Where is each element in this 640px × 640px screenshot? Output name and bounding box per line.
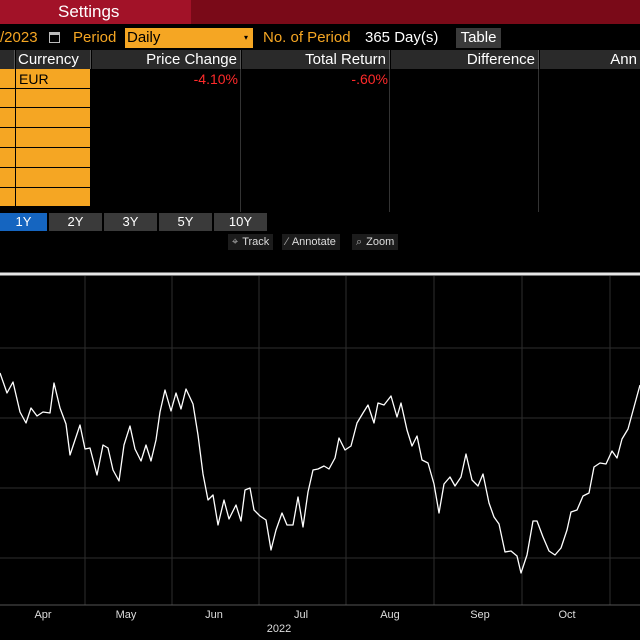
series-line [0,372,640,574]
currency-cell[interactable] [16,128,90,148]
x-tick-label: Apr [34,609,51,621]
range-tab-1y[interactable]: 1Y [0,213,47,231]
magnifier-icon: ⌕ [356,236,363,248]
x-tick-label: Aug [380,609,400,621]
currency-cell[interactable] [16,148,90,168]
returns-table: Currency Price Change Total Return Diffe… [0,50,640,212]
row-selector[interactable] [0,108,15,128]
column-divider [240,69,241,212]
chevron-down-icon[interactable]: ▾ [240,29,252,47]
x-tick-label: May [116,609,137,621]
row-selector-header [0,50,15,69]
column-header-currency[interactable]: Currency [16,50,91,69]
row-selector[interactable] [0,168,15,188]
row-selector[interactable] [0,89,15,108]
currency-cell[interactable] [16,69,90,89]
range-tab-2y[interactable]: 2Y [49,213,102,231]
currency-cell[interactable] [16,188,90,207]
column-header-difference[interactable]: Difference [391,50,539,69]
currency-value: EUR [19,71,49,87]
date-field[interactable]: /2023 [0,29,38,46]
x-axis-labels: Apr May Jun Jul Aug Sep Oct [34,609,575,621]
table-button[interactable]: Table [456,28,501,48]
column-header-price-change[interactable]: Price Change [92,50,241,69]
settings-tab[interactable]: Settings [0,0,191,24]
number-of-period-label: No. of Period [263,29,351,46]
x-tick-label: Jun [205,609,223,621]
row-selector[interactable] [0,69,15,89]
annotate-label: Annotate [291,236,336,248]
currency-cell[interactable] [16,168,90,188]
controls-row: /2023 Period Daily ▾ No. of Period 365 D… [0,28,640,50]
calendar-icon[interactable] [49,32,60,43]
column-divider [538,69,539,212]
column-header-total-return[interactable]: Total Return [242,50,390,69]
currency-cell[interactable] [16,89,90,108]
period-select[interactable]: Daily [125,28,253,48]
range-tabs: 1Y 2Y 3Y 5Y 10Y [0,213,640,233]
row-selector[interactable] [0,148,15,168]
number-of-period-value[interactable]: 365 Day(s) [365,29,439,46]
x-tick-label: Jul [294,609,308,621]
range-tab-3y[interactable]: 3Y [104,213,157,231]
row-selector[interactable] [0,128,15,148]
column-header-annualized[interactable]: Ann [540,50,640,69]
zoom-label: Zoom [366,236,395,248]
x-tick-label: Oct [558,609,575,621]
x-axis-year-label: 2022 [267,623,291,635]
annotate-tool[interactable]: ∕ Annotate [282,234,340,250]
range-tab-10y[interactable]: 10Y [214,213,267,231]
pencil-icon: ∕ [286,236,288,248]
range-tab-5y[interactable]: 5Y [159,213,212,231]
currency-cell[interactable] [16,108,90,128]
crosshair-icon: ⌖ [232,236,239,248]
column-divider [389,69,390,212]
vertical-gridlines [84,276,611,605]
x-tick-label: Sep [470,609,490,621]
horizontal-gridlines [0,347,640,606]
row-selector[interactable] [0,188,15,207]
price-change-value: -4.10% [193,71,238,87]
price-chart[interactable]: Apr May Jun Jul Aug Sep Oct 2022 [0,250,640,640]
period-label: Period [73,29,117,46]
zoom-tool[interactable]: ⌕ Zoom [352,234,399,250]
track-label: Track [242,236,270,248]
track-tool[interactable]: ⌖ Track [228,234,274,250]
total-return-value: -.60% [351,71,388,87]
